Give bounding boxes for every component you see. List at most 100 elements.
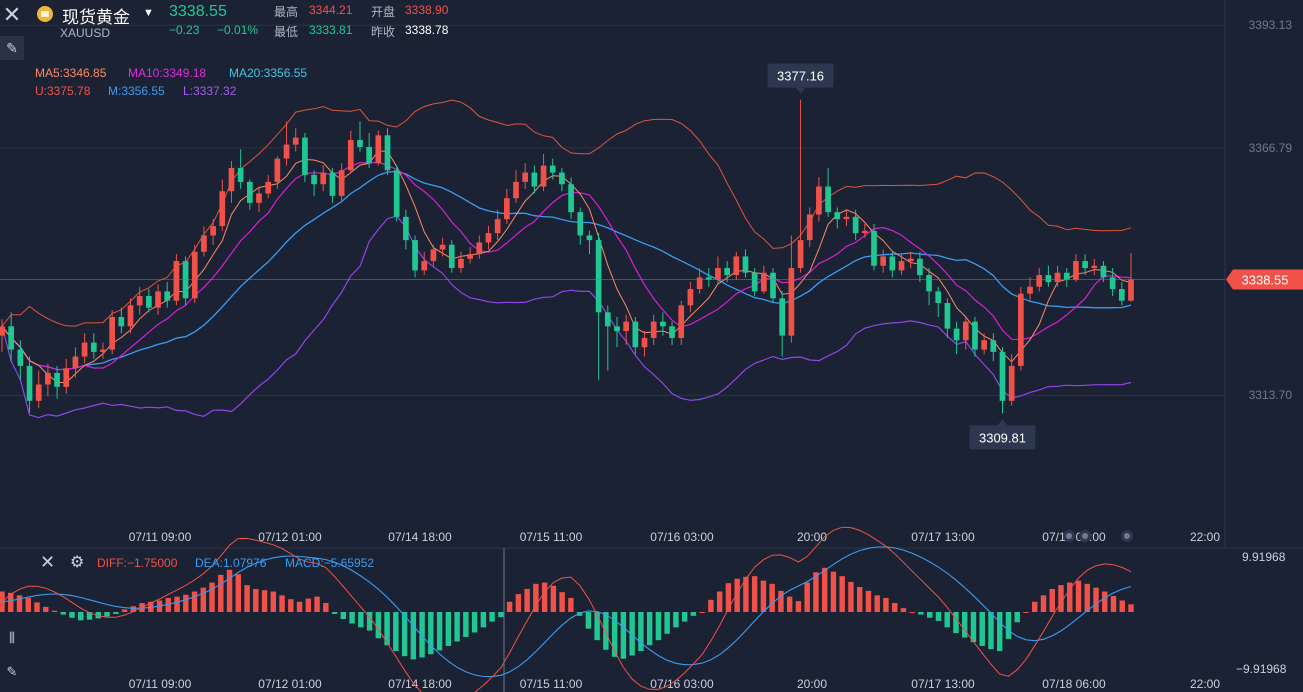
x-tick-label: 07/16 03:00 (650, 530, 714, 544)
macd-bar (288, 599, 294, 612)
candle-body (265, 181, 272, 194)
close-icon[interactable]: ✕ (2, 2, 22, 27)
settings-icon[interactable]: ⚙ (70, 554, 85, 571)
candle-body (357, 139, 363, 147)
instrument-title[interactable]: 现货黄金 (62, 8, 130, 27)
macd-bar (611, 612, 618, 657)
candle-body (63, 368, 70, 387)
candle-body (246, 181, 253, 203)
low-callout-box (969, 425, 1036, 450)
candle-body (17, 349, 24, 366)
candle-body (164, 291, 171, 301)
candle-body (650, 321, 657, 338)
macd-bar (533, 583, 539, 612)
candle-body (742, 256, 749, 273)
boll-upper-legend: U:3375.78 (35, 84, 91, 98)
macd-bar (471, 612, 478, 633)
candle-body (1008, 365, 1015, 401)
candle-body (54, 372, 60, 387)
macd-bar (86, 612, 93, 620)
candle-body (861, 230, 868, 234)
candle-body (751, 272, 758, 292)
boll-middle-legend: M:3356.55 (108, 84, 165, 98)
candle-body (926, 275, 932, 292)
macd-bar (384, 612, 390, 646)
candle-body (522, 172, 529, 182)
macd-bar (935, 612, 942, 621)
macd-x-tick-label: 07/18 06:00 (1042, 677, 1106, 691)
macd-bar (366, 612, 373, 631)
macd-bar (1014, 612, 1020, 623)
high-callout-pointer (795, 87, 806, 94)
current-price-tag-label: 3338.55 (1242, 272, 1289, 287)
macd-bar (541, 582, 548, 612)
candle-body (1027, 286, 1033, 294)
candle-body (935, 291, 942, 304)
macd-x-tick-label: 07/15 11:00 (520, 677, 583, 691)
macd-bar (43, 606, 49, 612)
candle-body (1073, 261, 1079, 280)
candle-body (467, 254, 473, 259)
candle-body (696, 277, 703, 290)
macd-bar (909, 612, 915, 613)
macd-bar (734, 578, 740, 612)
candle-body (678, 305, 685, 338)
scroll-dot-inner (1082, 533, 1088, 539)
candle-body (834, 212, 841, 220)
pen-icon[interactable]: ✎ (6, 664, 18, 679)
macd-panel (0, 526, 1134, 692)
macd-bar (279, 595, 285, 612)
macd-bar (296, 601, 303, 612)
high-value: 3344.21 (309, 3, 353, 17)
macd-bar (1102, 591, 1108, 612)
drawing-tool-icon[interactable]: ✎ (0, 36, 24, 60)
macd-bar (419, 612, 425, 658)
macd-bar (445, 612, 452, 646)
macd-bar (200, 587, 207, 612)
macd-bar (270, 591, 277, 612)
macd-bar (874, 595, 880, 612)
candle-body (559, 172, 565, 185)
macd-bar (997, 612, 1003, 652)
candle-body (641, 337, 648, 348)
chevron-down-icon[interactable]: ▼ (143, 7, 154, 19)
candle-body (1063, 272, 1070, 280)
macd-bar (795, 601, 802, 612)
candle-body (632, 321, 639, 348)
macd-bar (646, 612, 653, 646)
macd-bar (515, 594, 522, 612)
candle-body (476, 242, 483, 255)
candle-body (660, 321, 666, 327)
candlestick-icon[interactable]: ⫼ (9, 630, 15, 645)
candle-body (540, 165, 547, 187)
candle-body (0, 326, 5, 336)
candle-body (953, 328, 960, 341)
y-tick-label: 3313.70 (1249, 388, 1293, 402)
candle-body (1082, 261, 1088, 269)
instrument-symbol: XAUUSD (60, 26, 111, 40)
macd-bar (209, 582, 215, 612)
candle-body (302, 137, 308, 175)
macd-bar (821, 567, 828, 612)
macd-bar (1049, 588, 1055, 612)
macd-x-tick-label: 07/16 03:00 (650, 677, 714, 691)
candlesticks (0, 99, 1134, 414)
boll-lower-line (1, 215, 1132, 419)
scroll-dot-inner (1124, 533, 1130, 539)
low-callout-label: 3309.81 (979, 430, 1026, 445)
candle-body (724, 268, 730, 276)
close-macd-icon[interactable]: ✕ (40, 552, 56, 572)
candle-body (219, 191, 226, 227)
candle-body (320, 172, 327, 185)
candle-body (687, 289, 694, 306)
macd-bar (585, 612, 592, 629)
macd-bar (463, 612, 469, 637)
price-change-percent: −0.01% (217, 23, 259, 37)
macd-bar (253, 588, 259, 612)
macd-bar (743, 576, 749, 612)
candle-body (770, 272, 776, 299)
candle-body (917, 258, 923, 276)
macd-x-tick-label: 22:00 (1190, 677, 1220, 691)
macd-bar (113, 612, 119, 614)
